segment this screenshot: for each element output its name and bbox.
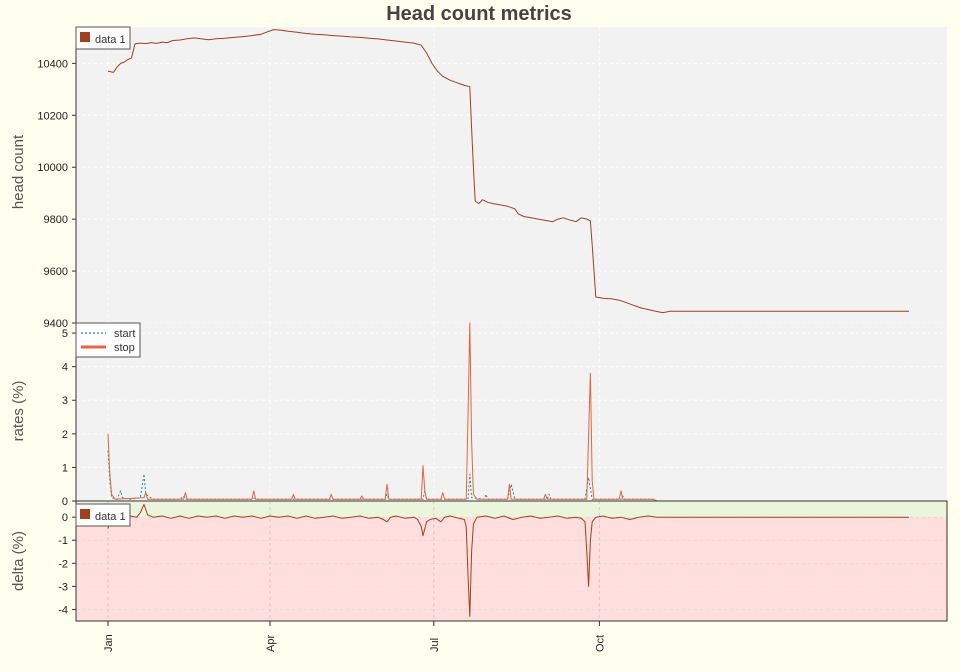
x-axis: Jan Apr Jul Oct	[103, 621, 606, 652]
plot-background	[76, 27, 947, 323]
legend-label: data 1	[95, 511, 126, 523]
head-count-axis-label: head count	[10, 134, 27, 209]
delta-legend: data 1	[75, 503, 131, 527]
x-tick-label: Apr	[265, 635, 277, 652]
y-tick-label: 2	[62, 429, 68, 441]
y-tick-label: 3	[62, 395, 68, 407]
rates-legend: start stop	[75, 322, 141, 358]
delta-axis-label: delta (%)	[10, 531, 27, 591]
rates-axis-label: rates (%)	[10, 381, 27, 442]
x-tick-label: Jan	[103, 634, 115, 652]
delta-panel-frame	[75, 500, 948, 622]
x-tick-label: Oct	[594, 635, 606, 652]
y-tick-label: 5	[62, 328, 68, 340]
y-tick-label: 4	[62, 362, 68, 374]
y-tick-label: -1	[58, 535, 68, 547]
rates-panel: 0 1 2 3 4 5	[62, 322, 947, 508]
legend-label: data 1	[95, 34, 126, 46]
delta-panel: -4 -3 -2 -1 0	[58, 500, 948, 622]
y-tick-label: 10000	[37, 162, 68, 174]
chart-title: Head count metrics	[386, 3, 572, 25]
legend-label-start: start	[114, 328, 135, 340]
legend-swatch	[80, 509, 90, 519]
plot-background	[76, 323, 947, 501]
y-tick-label: 9800	[44, 214, 68, 226]
legend-box	[75, 322, 141, 358]
y-tick-label: 10200	[37, 110, 68, 122]
y-tick-label: -3	[58, 581, 68, 593]
series-line-data-1	[107, 504, 909, 617]
y-tick-label: 9400	[44, 318, 68, 330]
y-tick-label: 0	[62, 496, 68, 508]
series-line-data-1	[107, 29, 909, 314]
y-tick-label: 9600	[44, 266, 68, 278]
legend-swatch	[80, 32, 90, 42]
y-tick-label: 0	[62, 512, 68, 524]
head-count-legend: data 1	[75, 26, 131, 50]
negative-band	[76, 517, 947, 621]
y-tick-label: -2	[58, 558, 68, 570]
legend-label-stop: stop	[114, 342, 135, 354]
y-tick-label: -4	[58, 604, 68, 616]
x-tick-label: Jul	[429, 638, 441, 652]
y-tick-label: 10400	[37, 58, 68, 70]
positive-band	[76, 501, 947, 518]
head-count-panel: 9400 9600 9800 10000 10200 10400	[37, 27, 947, 330]
series-line-stop	[107, 322, 909, 502]
y-tick-label: 1	[62, 462, 68, 474]
